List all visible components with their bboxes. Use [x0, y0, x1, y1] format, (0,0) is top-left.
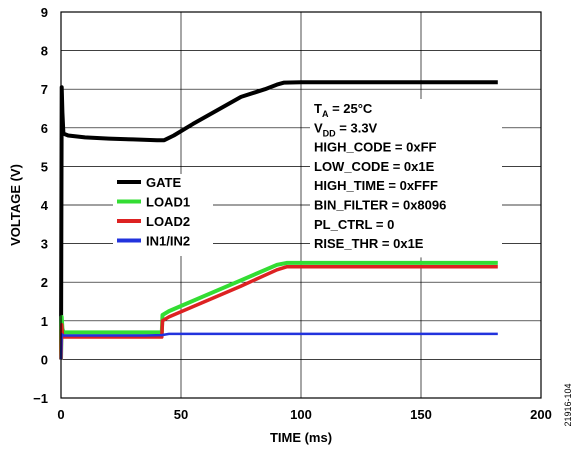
annotation-line: PL_CTRL = 0	[314, 217, 394, 232]
annotation-line: HIGH_CODE = 0xFF	[314, 140, 437, 155]
annotation-line: BIN_FILTER = 0x8096	[314, 198, 446, 213]
legend-label: LOAD1	[146, 195, 190, 210]
x-axis-title: TIME (ms)	[270, 430, 332, 445]
series-line-gate	[59, 80, 498, 360]
x-tick-label: 200	[530, 407, 552, 422]
annotation-line: VDD = 3.3V	[314, 120, 378, 138]
y-tick-labels: −1 0 1 2 3 4 5 6 7 8 9	[33, 5, 49, 406]
y-tick-label: 8	[41, 44, 48, 59]
series-line-load1	[59, 260, 498, 360]
y-tick-label: 6	[41, 121, 48, 136]
series-line-in1-in2	[59, 332, 498, 360]
y-tick-label: 0	[41, 352, 48, 367]
series-lines	[59, 80, 498, 360]
plot-frame	[60, 11, 542, 399]
y-tick-label: 9	[41, 5, 48, 20]
annotation-line: TA = 25°C	[314, 101, 373, 119]
series-line-load2	[59, 265, 498, 360]
x-tick-label: 50	[174, 407, 188, 422]
x-tick-label: 150	[410, 407, 432, 422]
figure-id: 21916-104	[563, 383, 573, 426]
y-tick-label: 2	[41, 275, 48, 290]
y-tick-label: −1	[33, 391, 48, 406]
y-tick-label: 7	[41, 82, 48, 97]
y-tick-label: 1	[41, 314, 48, 329]
x-tick-label: 0	[57, 407, 64, 422]
x-tick-label: 100	[290, 407, 312, 422]
legend: GATE LOAD1 LOAD2 IN1/IN2	[113, 174, 213, 256]
y-tick-label: 5	[41, 159, 48, 174]
y-axis-title: VOLTAGE (V)	[8, 164, 23, 246]
x-tick-labels: 0 50 100 150 200	[57, 407, 551, 422]
annotation-line: HIGH_TIME = 0xFFF	[314, 178, 438, 193]
legend-label: IN1/IN2	[146, 234, 190, 249]
legend-label: GATE	[146, 175, 181, 190]
annotation-line: LOW_CODE = 0x1E	[314, 159, 435, 174]
legend-label: LOAD2	[146, 214, 190, 229]
annotation-line: RISE_THR = 0x1E	[314, 236, 424, 251]
y-tick-label: 3	[41, 237, 48, 252]
annotation-background	[310, 99, 502, 258]
y-tick-label: 4	[41, 198, 49, 213]
